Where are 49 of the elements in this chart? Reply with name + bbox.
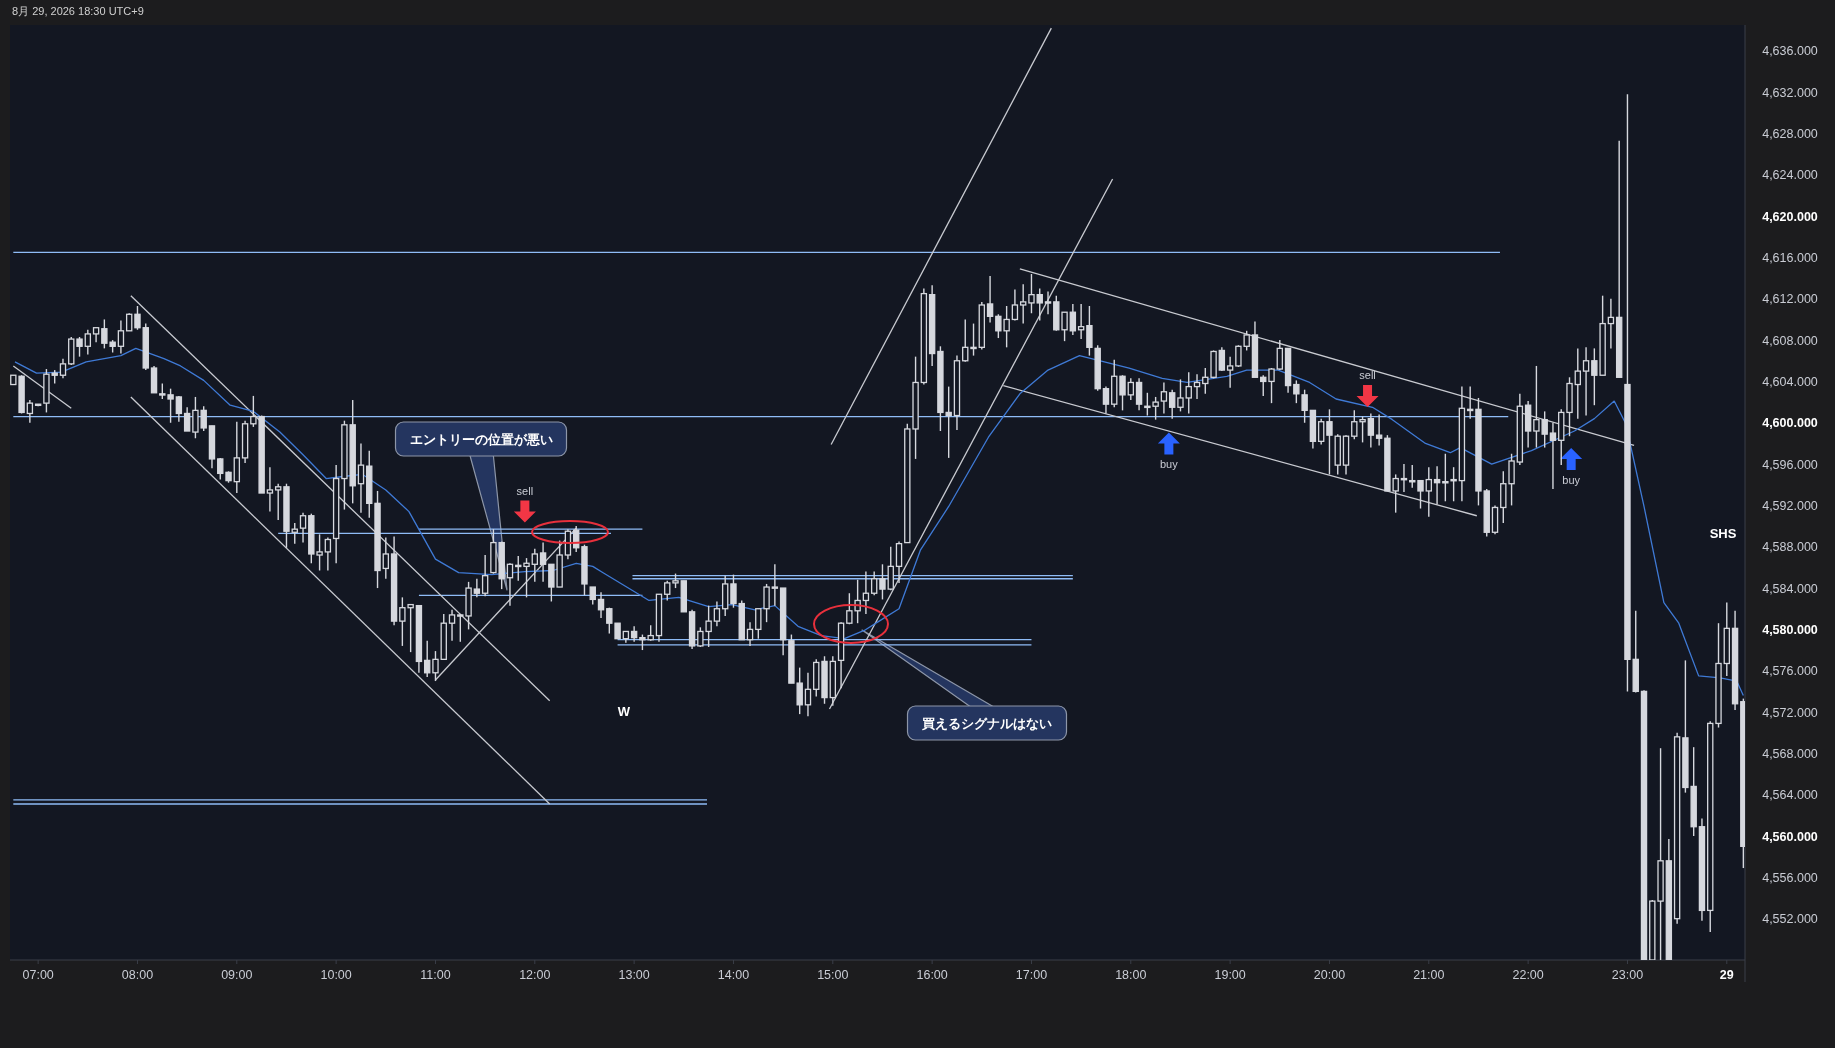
y-tick-label: 4,632.000: [1762, 85, 1818, 100]
x-tick-label: 15:00: [817, 968, 849, 982]
x-tick-label: 23:00: [1611, 968, 1644, 982]
y-tick-label: 4,636.000: [1762, 44, 1818, 59]
text: 8月 29, 2026 18:30 UTC+9: [12, 5, 144, 17]
y-tick-label: 4,612.000: [1762, 292, 1818, 307]
x-tick-label: 21:00: [1413, 968, 1445, 982]
x-tick-label: 18:00: [1115, 968, 1147, 982]
y-tick-label: 4,564.000: [1762, 788, 1818, 803]
data-label: buy: [1160, 458, 1179, 471]
x-tick-label: 07:00: [22, 968, 54, 982]
x-tick-label: 22:00: [1512, 968, 1544, 982]
annotation: SHS: [1709, 526, 1737, 541]
x-tick-label: 14:00: [717, 968, 750, 982]
y-tick-label: 4,616.000: [1762, 250, 1818, 265]
x-tick-label: 29: [1719, 968, 1734, 982]
x-tick-label: 16:00: [916, 968, 948, 982]
annotation: W: [617, 704, 631, 719]
y-tick-label: 4,592.000: [1762, 498, 1818, 513]
x-tick-label: 11:00: [420, 968, 451, 982]
annotation: 買えるシグナルはない: [921, 716, 1052, 731]
x-tick-label: 08:00: [121, 968, 154, 982]
data-label: buy: [1562, 473, 1581, 486]
y-tick-label: 4,604.000: [1762, 374, 1818, 389]
y-tick-label: 4,628.000: [1762, 126, 1818, 141]
y-tick-label: 4,624.000: [1762, 168, 1818, 183]
y-tick-label: 4,584.000: [1762, 581, 1818, 596]
y-tick-label: 4,588.000: [1762, 540, 1818, 555]
data-label: sell: [516, 484, 534, 497]
x-tick-label: 17:00: [1015, 968, 1048, 982]
x-tick-label: 20:00: [1313, 968, 1346, 982]
y-tick-label: 4,596.000: [1762, 457, 1818, 472]
y-tick-label: 4,620.000: [1762, 209, 1818, 224]
x-tick-label: 12:00: [519, 968, 551, 982]
y-tick-label: 4,556.000: [1762, 870, 1818, 885]
y-tick-label: 4,600.000: [1762, 416, 1818, 431]
annotation: エントリーの位置が悪い: [409, 432, 553, 447]
y-tick-label: 4,560.000: [1762, 829, 1818, 844]
data-label: sell: [1359, 368, 1376, 381]
y-tick-label: 4,572.000: [1762, 705, 1818, 720]
x-tick-label: 13:00: [618, 968, 650, 982]
y-tick-label: 4,576.000: [1762, 664, 1818, 679]
x-tick-label: 10:00: [320, 968, 352, 982]
y-tick-label: 4,552.000: [1762, 912, 1818, 927]
y-tick-label: 4,608.000: [1762, 333, 1818, 348]
x-tick-label: 19:00: [1214, 968, 1246, 982]
y-tick-label: 4,568.000: [1762, 746, 1818, 761]
x-tick-label: 09:00: [221, 968, 253, 982]
y-tick-label: 4,580.000: [1762, 622, 1818, 637]
